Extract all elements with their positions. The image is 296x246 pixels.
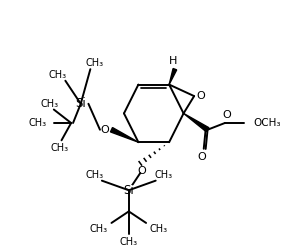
Text: CH₃: CH₃: [150, 224, 168, 234]
Text: H: H: [169, 57, 177, 66]
Text: O: O: [197, 91, 205, 101]
Text: O: O: [222, 110, 231, 120]
Text: CH₃: CH₃: [51, 143, 69, 153]
Text: CH₃: CH₃: [85, 58, 103, 68]
Text: O: O: [100, 125, 109, 135]
Text: CH₃: CH₃: [49, 70, 67, 80]
Text: CH₃: CH₃: [41, 99, 59, 109]
Text: CH₃: CH₃: [154, 170, 173, 180]
Polygon shape: [110, 127, 139, 142]
Text: CH₃: CH₃: [120, 237, 138, 246]
Text: CH₃: CH₃: [28, 118, 46, 128]
Text: CH₃: CH₃: [85, 170, 103, 180]
Polygon shape: [184, 113, 209, 132]
Polygon shape: [169, 68, 177, 85]
Text: Si: Si: [123, 184, 134, 197]
Text: O: O: [197, 152, 206, 162]
Text: Si: Si: [75, 97, 86, 110]
Text: OCH₃: OCH₃: [254, 118, 281, 128]
Text: O: O: [138, 166, 147, 176]
Text: CH₃: CH₃: [89, 224, 108, 234]
